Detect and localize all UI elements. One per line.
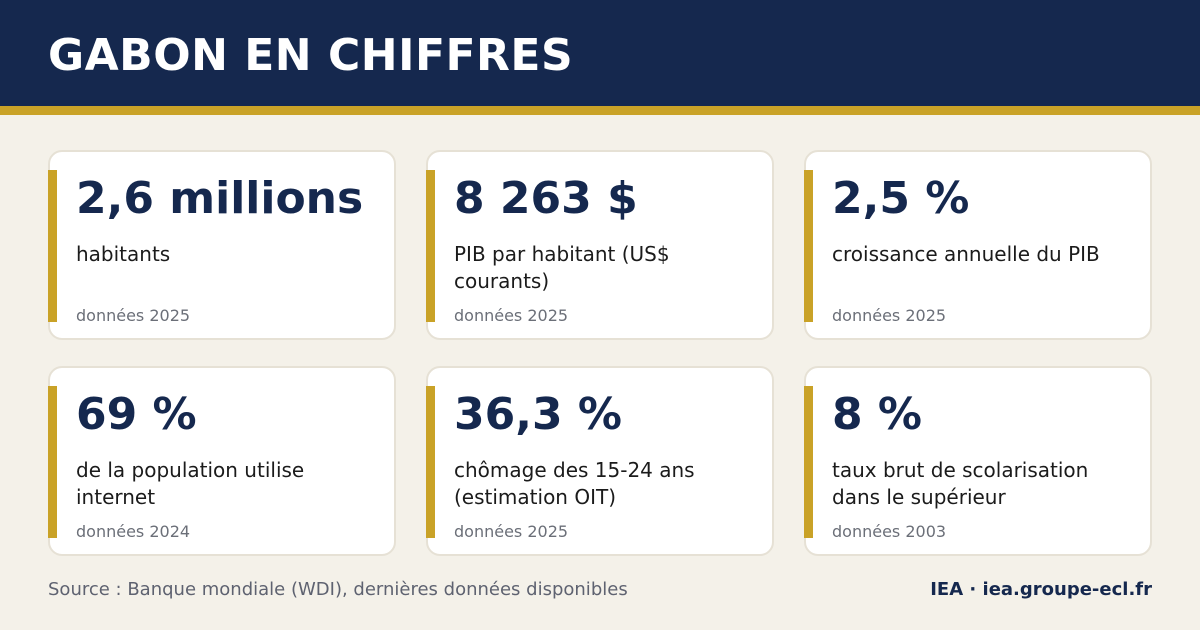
stat-year-note: données 2003	[832, 522, 947, 541]
stat-card-tertiary-enrollment: 8 % taux brut de scolarisation dans le s…	[804, 366, 1152, 556]
header-divider	[0, 106, 1200, 115]
stat-year-note: données 2025	[832, 306, 947, 325]
card-accent-bar	[426, 170, 435, 322]
stat-card-youth-unemployment: 36,3 % chômage des 15-24 ans (estimation…	[426, 366, 774, 556]
page-title: GABON EN CHIFFRES	[48, 30, 574, 81]
stat-card-gdp-growth: 2,5 % croissance annuelle du PIB données…	[804, 150, 1152, 340]
stat-year-note: données 2025	[454, 306, 569, 325]
stat-card-population: 2,6 millions habitants données 2025	[48, 150, 396, 340]
stat-year-note: données 2024	[76, 522, 191, 541]
stat-value: 69 %	[76, 389, 197, 440]
stat-label: de la population utilise internet	[76, 458, 305, 509]
stat-label: taux brut de scolarisation dans le supér…	[832, 458, 1089, 509]
stat-value: 2,5 %	[832, 173, 970, 224]
stat-value: 36,3 %	[454, 389, 622, 440]
stat-label: PIB par habitant (US$ courants)	[454, 242, 670, 293]
brand-credit: IEA · iea.groupe-ecl.fr	[930, 579, 1152, 600]
stat-label: habitants	[76, 242, 171, 266]
header-banner: GABON EN CHIFFRES	[0, 0, 1200, 106]
stat-card-gdp-per-capita: 8 263 $ PIB par habitant (US$ courants) …	[426, 150, 774, 340]
card-accent-bar	[48, 386, 57, 538]
stat-year-note: données 2025	[454, 522, 569, 541]
stat-label: chômage des 15-24 ans (estimation OIT)	[454, 458, 695, 509]
stat-value: 2,6 millions	[76, 173, 364, 224]
card-accent-bar	[804, 386, 813, 538]
card-accent-bar	[804, 170, 813, 322]
stat-card-internet-use: 69 % de la population utilise internet d…	[48, 366, 396, 556]
card-accent-bar	[48, 170, 57, 322]
stat-label: croissance annuelle du PIB	[832, 242, 1100, 266]
source-note: Source : Banque mondiale (WDI), dernière…	[48, 579, 628, 600]
stat-value: 8 %	[832, 389, 923, 440]
stat-year-note: données 2025	[76, 306, 191, 325]
stat-value: 8 263 $	[454, 173, 638, 224]
card-accent-bar	[426, 386, 435, 538]
